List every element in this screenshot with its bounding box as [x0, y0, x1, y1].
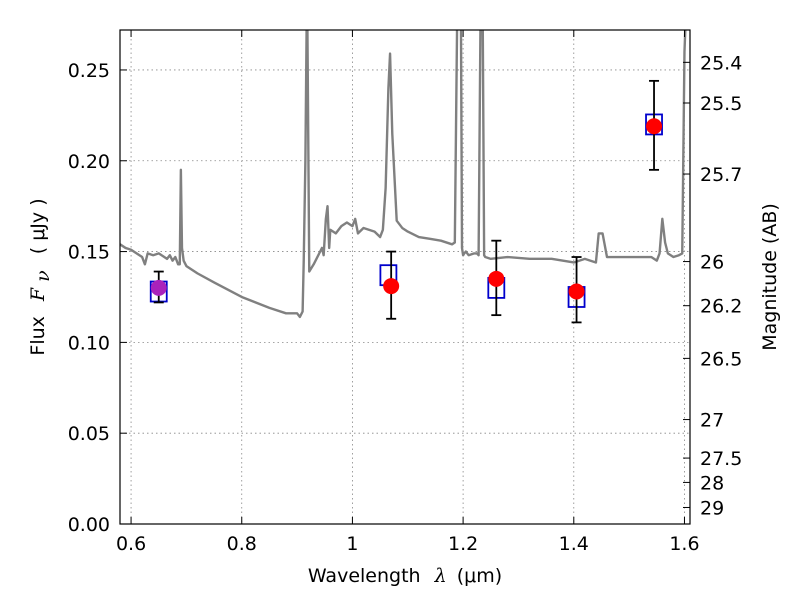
x-axis-label-text: Wavelength — [308, 565, 421, 587]
y-axis-label-text: Flux — [27, 316, 49, 356]
y2-tick-label: 25.7 — [700, 164, 742, 186]
y-axis-label-symbol: F — [27, 287, 49, 302]
y2-tick-label: 25.4 — [700, 52, 742, 74]
observed-flux-point — [383, 278, 400, 295]
y-axis-label-unit: ( μJy ) — [27, 198, 49, 254]
y-tick-label: 0.15 — [68, 242, 110, 264]
plot-frame — [119, 29, 691, 525]
x-axis-label-symbol: λ — [434, 565, 447, 587]
y2-tick-label: 29 — [700, 497, 724, 519]
observed-flux-point — [568, 283, 585, 300]
x-tick-label: 1.2 — [448, 533, 478, 555]
x-tick-label: 1.4 — [559, 533, 589, 555]
y-axis-label-subscript: ν — [32, 270, 54, 282]
y-tick-label: 0.25 — [68, 60, 110, 82]
model-spectrum-series — [120, 30, 687, 319]
y-tick-label: 0.10 — [68, 332, 110, 354]
model-spectrum-line — [120, 30, 687, 319]
y2-tick-label: 26 — [700, 252, 724, 274]
y2-tick-label: 27.5 — [700, 448, 742, 470]
y-tick-label: 0.00 — [68, 514, 110, 536]
y2-tick-label: 25.5 — [700, 93, 742, 115]
y2-tick-label: 26.2 — [700, 296, 742, 318]
axis-ticks: 0.6 0.8 1 1.2 1.4 1.6 0.00 0.05 0.10 0.15 0.20 0.25… — [68, 30, 742, 555]
y-tick-label: 0.05 — [68, 423, 110, 445]
y-tick-label: 0.20 — [68, 151, 110, 173]
x-axis-label-unit: (μm) — [457, 565, 502, 587]
y-axis-label: Flux F ν ( μJy ) — [27, 198, 54, 355]
x-tick-label: 1 — [346, 533, 358, 555]
y2-tick-label: 26.5 — [700, 348, 742, 370]
x-tick-label: 1.6 — [669, 533, 699, 555]
observed-flux-point — [150, 279, 167, 296]
y2-tick-label: 28 — [700, 472, 724, 494]
photometry-points — [149, 79, 663, 324]
x-axis-label: Wavelength λ (μm) — [308, 565, 502, 587]
observed-flux-point — [646, 118, 663, 135]
y2-tick-label: 27 — [700, 410, 724, 432]
x-tick-label: 0.6 — [116, 533, 146, 555]
y2-axis-label: Magnitude (AB) — [759, 203, 781, 351]
observed-flux-point — [488, 270, 505, 287]
x-tick-label: 0.8 — [227, 533, 257, 555]
